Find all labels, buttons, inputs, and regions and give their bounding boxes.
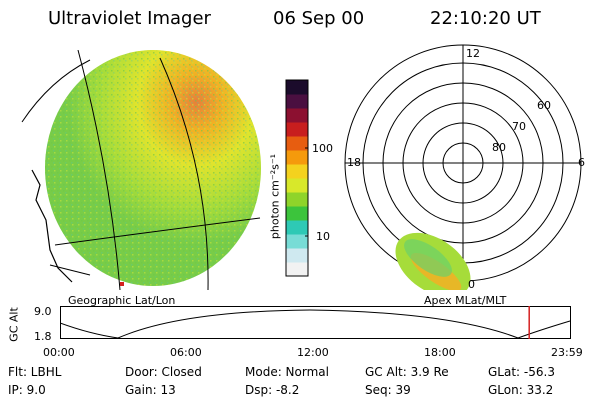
alt-tick-bottom: 1.8	[34, 330, 52, 343]
seq-readout: Seq: 39	[365, 383, 411, 397]
colorbar-band	[286, 262, 308, 277]
lat-label-80: 80	[492, 141, 506, 154]
glon-readout: GLon: 33.2	[488, 383, 554, 397]
colorbar-band	[286, 234, 308, 249]
dayside-oval	[395, 232, 471, 290]
colorbar-band	[286, 220, 308, 235]
lat-lon-grid	[21, 50, 261, 290]
x-tick-0000: 00:00	[43, 346, 75, 359]
gain-readout: Gain: 13	[125, 383, 176, 397]
colorbar-tick-10: 10	[316, 230, 330, 243]
colorbar-band	[286, 192, 308, 207]
colorbar	[285, 79, 309, 277]
colorbar-tick-100: 100	[312, 142, 333, 155]
x-tick-1800: 18:00	[424, 346, 456, 359]
colorbar-band	[286, 94, 308, 109]
colorbar-band	[286, 136, 308, 151]
alt-tick-top: 9.0	[34, 305, 52, 318]
colorbar-band	[286, 164, 308, 179]
colorbar-band	[286, 80, 308, 95]
date-label: 06 Sep 00	[273, 8, 365, 29]
x-tick-2359: 23:59	[551, 346, 583, 359]
colorbar-band	[286, 150, 308, 165]
lat-label-60: 60	[537, 99, 551, 112]
ip-readout: IP: 9.0	[8, 383, 46, 397]
mlt-label-12: 12	[466, 47, 480, 60]
polar-plot	[344, 44, 582, 290]
colorbar-band	[286, 248, 308, 263]
coastline	[31, 169, 73, 283]
colorbar-band	[286, 122, 308, 137]
altitude-plot	[60, 306, 571, 339]
mode-readout: Mode: Normal	[245, 365, 329, 379]
x-tick-0600: 06:00	[170, 346, 202, 359]
dsp-readout: Dsp: -8.2	[245, 383, 300, 397]
door-readout: Door: Closed	[125, 365, 202, 379]
lat-label-70: 70	[512, 120, 526, 133]
flt-readout: Flt: LBHL	[8, 365, 62, 379]
x-tick-1200: 12:00	[297, 346, 329, 359]
gc-alt-readout: GC Alt: 3.9 Re	[365, 365, 449, 379]
gc-alt-axis-label: GC Alt	[7, 307, 21, 342]
mlt-label-0: 0	[468, 278, 475, 291]
mlt-label-18: 18	[347, 156, 361, 169]
instrument-title: Ultraviolet Imager	[48, 8, 211, 29]
colorbar-unit-label: photon cm⁻²s⁻¹	[268, 153, 282, 240]
geographic-image	[21, 50, 261, 290]
mlt-label-6: 6	[578, 156, 585, 169]
colorbar-band	[286, 206, 308, 221]
apex-caption: Apex MLat/MLT	[424, 294, 507, 307]
time-label: 22:10:20 UT	[430, 8, 541, 29]
altitude-curve	[60, 309, 571, 339]
geographic-caption: Geographic Lat/Lon	[68, 294, 176, 307]
glat-readout: GLat: -56.3	[488, 365, 555, 379]
colorbar-band	[286, 178, 308, 193]
colorbar-band	[286, 108, 308, 123]
